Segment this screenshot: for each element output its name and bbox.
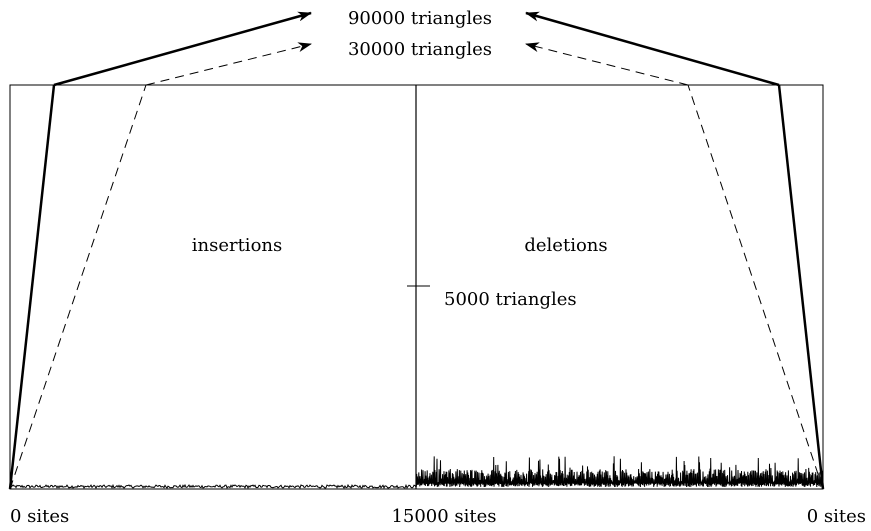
axis-label-left: 0 sites bbox=[10, 506, 69, 527]
label-90000-triangles: 90000 triangles bbox=[348, 8, 492, 29]
dashed-curve-left bbox=[9, 84, 147, 490]
label-insertions: insertions bbox=[192, 235, 283, 256]
arrow-left-solid bbox=[53, 11, 312, 87]
label-deletions: deletions bbox=[524, 235, 607, 256]
axis-label-right: 0 sites bbox=[807, 506, 866, 527]
label-5000-triangles: 5000 triangles bbox=[444, 289, 577, 310]
arrow-left-dashed bbox=[145, 42, 312, 86]
solid-curve-right bbox=[777, 84, 825, 490]
arrow-right-dashed bbox=[525, 42, 689, 86]
deletions-trace bbox=[415, 456, 824, 489]
axis-label-middle: 15000 sites bbox=[391, 506, 496, 527]
insertions-trace bbox=[9, 483, 417, 490]
dashed-curve-right bbox=[687, 84, 824, 490]
label-30000-triangles: 30000 triangles bbox=[348, 39, 492, 60]
arrow-right-solid bbox=[525, 11, 780, 87]
solid-curve-left bbox=[8, 84, 56, 490]
